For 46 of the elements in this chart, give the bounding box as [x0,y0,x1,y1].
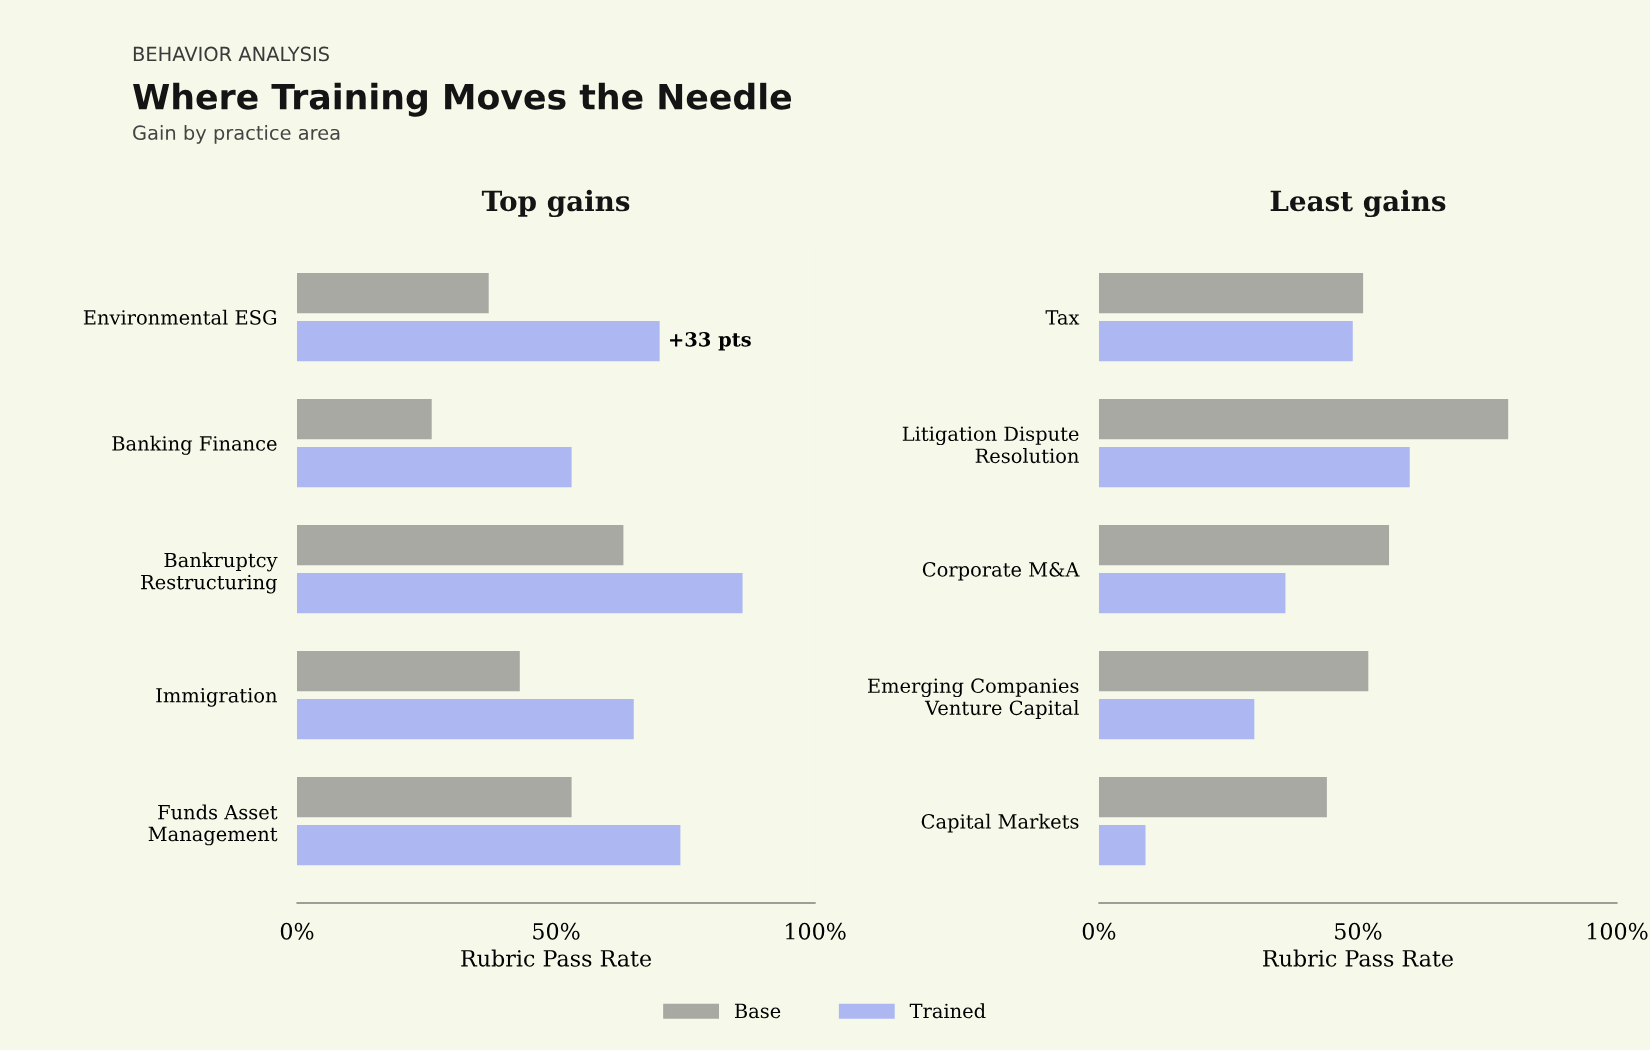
y-tick-label: Corporate M&A [922,562,1080,581]
x-tick-label: 50% [1335,922,1382,940]
y-tick-label: Bankruptcy Restructuring [141,552,278,594]
annotation: +33 pts [670,331,751,351]
bar [1098,525,1390,566]
y-tick-label: Capital Markets [921,813,1079,833]
y-tick-label: Immigration [156,688,278,707]
bar [297,446,572,488]
bar [297,698,634,740]
y-tick-label: Banking Finance [112,435,277,455]
x-tick-label: 100% [1587,922,1648,940]
x-tick-label: 50% [533,922,580,940]
bar [297,273,489,314]
bar [1098,777,1327,818]
y-tick-label: Funds Asset Management [148,804,278,846]
bar [297,651,520,692]
bar [1098,698,1255,740]
bar [297,777,572,818]
text: Where Training Moves the Needle [133,82,792,117]
bar [297,525,624,566]
legend-label: Trained [909,1003,986,1019]
bar [1098,399,1509,440]
bar [297,572,743,614]
legend-label: Base [734,1003,781,1019]
y-tick-label: Environmental ESG [83,309,277,325]
x-tick-label: 100% [786,922,846,940]
x-tick-label: 0% [280,922,314,940]
y-tick-label: Tax [1045,310,1080,325]
bar [1098,273,1364,314]
bar [297,320,660,362]
text: BEHAVIOR ANALYSIS [133,46,329,62]
bar [297,824,681,866]
y-tick-label: Emerging Companies Venture Capital [867,678,1079,719]
x-axis-title: Rubric Pass Rate [461,949,652,967]
chart-title: Top gains [481,189,630,218]
bar [1098,446,1410,488]
x-axis-title: Rubric Pass Rate [1263,949,1453,967]
bar [297,399,432,440]
bar [1098,320,1353,362]
x-tick-label: 0% [1082,922,1116,940]
bar [1098,572,1286,614]
y-tick-label: Litigation Dispute Resolution [902,426,1079,464]
text: Gain by practice area [133,124,340,144]
bar [1098,651,1369,692]
bar [1098,824,1146,866]
chart-title: Least gains [1270,189,1446,218]
